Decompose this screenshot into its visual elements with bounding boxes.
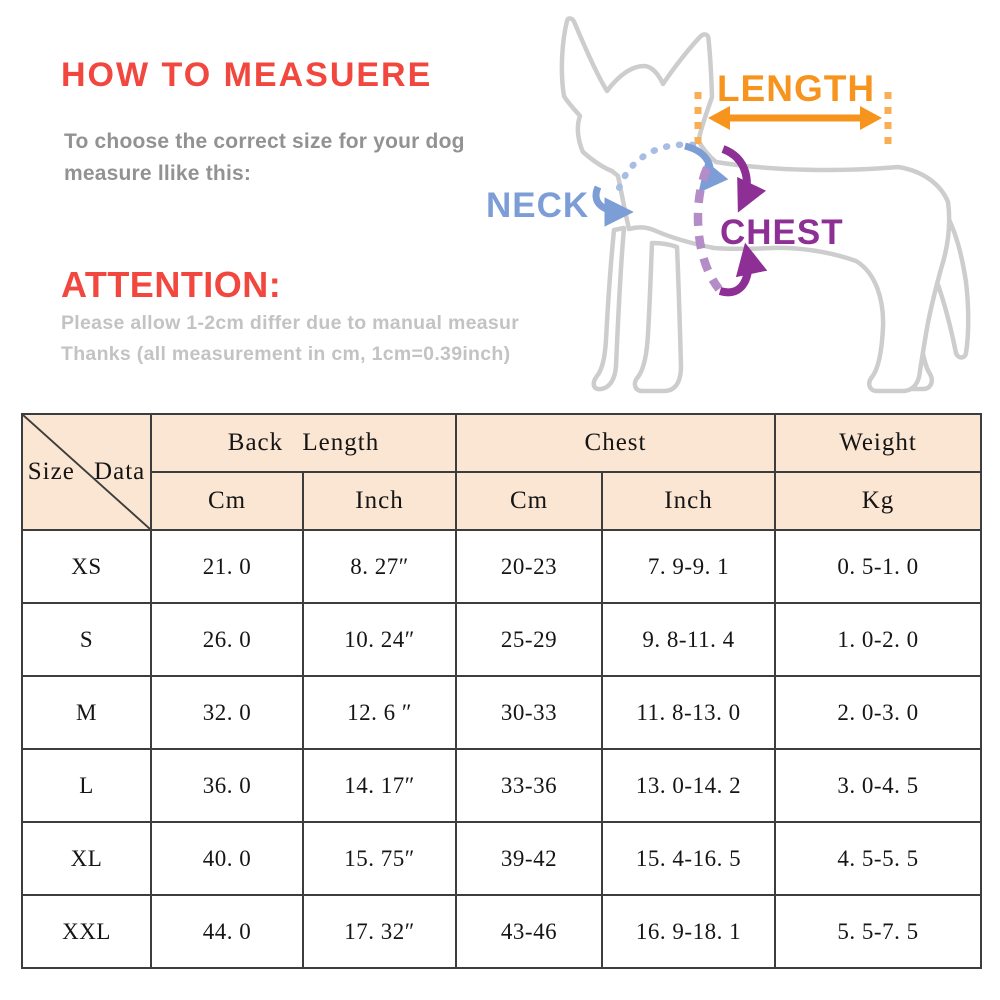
back-cm-cell: 21. 0 [150,529,304,604]
length-arrowhead-right [860,106,882,130]
weight-kg-cell: 5. 5-7. 5 [774,894,983,969]
table-row: XL 40. 0 15. 75″ 39-42 15. 4-16. 5 4. 5-… [21,821,983,896]
chest-inch-cell: 7. 9-9. 1 [600,529,777,604]
chest-inch-cell: 11. 8-13. 0 [600,675,777,750]
col-back-inch: Inch [302,471,457,531]
chest-cm-cell: 39-42 [455,821,603,896]
table-corner-cell: Size Data [21,413,152,531]
weight-kg-cell: 4. 5-5. 5 [774,821,983,896]
neck-annotation: NECK [486,141,729,227]
weight-kg-cell: 2. 0-3. 0 [774,675,983,750]
size-cell: XS [21,529,152,604]
back-inch-cell: 15. 75″ [302,821,457,896]
chest-inch-cell: 15. 4-16. 5 [600,821,777,896]
col-chest-inch: Inch [600,471,777,531]
corner-diagonal-line [24,416,149,528]
col-group-chest: Chest [454,413,777,473]
col-weight-kg: Kg [774,471,983,531]
size-cell: L [21,748,152,823]
back-cm-cell: 36. 0 [150,748,304,823]
chest-cm-cell: 33-36 [455,748,603,823]
back-inch-cell: 10. 24″ [302,602,457,677]
col-back-cm: Cm [150,471,304,531]
dog-near-front-leg [632,240,684,394]
col-chest-cm: Cm [455,471,603,531]
attention-note-line2: Thanks (all measurement in cm, 1cm=0.39i… [61,342,511,365]
chest-cm-cell: 30-33 [455,675,603,750]
chest-cm-cell: 25-29 [455,602,603,677]
chest-cm-cell: 43-46 [455,894,603,969]
neck-arrow-upper [683,142,729,193]
dog-far-front-leg [591,225,627,392]
attention-note-line1: Please allow 1-2cm differ due to manual … [61,312,519,334]
weight-kg-cell: 3. 0-4. 5 [774,748,983,823]
page-title: HOW TO MEASUERE [61,56,433,94]
back-inch-cell: 8. 27″ [302,529,457,604]
length-label: LENGTH [717,68,875,109]
back-cm-cell: 26. 0 [150,602,304,677]
chest-girth-line [693,166,723,292]
neck-arrow-lower [592,185,634,227]
col-group-weight: Weight [774,413,983,473]
subtitle: To choose the correct size for your dog … [64,126,465,189]
back-inch-cell: 14. 17″ [302,748,457,823]
chest-inch-cell: 13. 0-14. 2 [600,748,777,823]
table-row: S 26. 0 10. 24″ 25-29 9. 8-11. 4 1. 0-2.… [21,602,983,677]
subtitle-line2: measure llike this: [64,161,252,185]
table-row: M 32. 0 12. 6 ″ 30-33 11. 8-13. 0 2. 0-3… [21,675,983,750]
chest-cm-cell: 20-23 [455,529,603,604]
col-group-back-length: Back Length [150,413,457,473]
chest-inch-cell: 16. 9-18. 1 [600,894,777,969]
back-inch-cell: 12. 6 ″ [302,675,457,750]
weight-kg-cell: 1. 0-2. 0 [774,602,983,677]
size-cell: XXL [21,894,152,969]
back-inch-cell: 17. 32″ [302,894,457,969]
table-row: L 36. 0 14. 17″ 33-36 13. 0-14. 2 3. 0-4… [21,748,983,823]
size-cell: XL [21,821,152,896]
chest-inch-cell: 9. 8-11. 4 [600,602,777,677]
size-cell: M [21,675,152,750]
subtitle-line1: To choose the correct size for your dog [64,130,465,153]
table-row: XS 21. 0 8. 27″ 20-23 7. 9-9. 1 0. 5-1. … [21,529,983,604]
corner-label: Size Data [27,458,146,485]
neck-collar-line [614,141,697,195]
back-cm-cell: 32. 0 [150,675,304,750]
chest-arrow-top [721,145,767,213]
size-cell: S [21,602,152,677]
length-annotation: LENGTH [694,68,892,146]
attention-title: ATTENTION: [61,264,282,305]
weight-kg-cell: 0. 5-1. 0 [774,529,983,604]
back-cm-cell: 44. 0 [150,894,304,969]
attention-note: Please allow 1-2cm differ due to manual … [61,308,519,370]
chest-arrow-bottom [718,242,768,297]
chest-annotation: CHEST [693,145,844,297]
table-header-row-units: Cm Inch Cm Inch Kg [22,471,983,531]
length-arrowhead-left [708,106,730,130]
back-cm-cell: 40. 0 [150,821,304,896]
neck-label: NECK [486,186,589,225]
table-header-row-groups: Size Data Back Length Chest Weight [21,413,983,531]
dog-measure-diagram: LENGTH NECK CHEST [486,16,971,394]
chest-label: CHEST [720,213,844,252]
table-row: XXL 44. 0 17. 32″ 43-46 16. 9-18. 1 5. 5… [21,894,983,969]
size-table: Size Data Back Length Chest Weight Cm In… [21,413,983,969]
